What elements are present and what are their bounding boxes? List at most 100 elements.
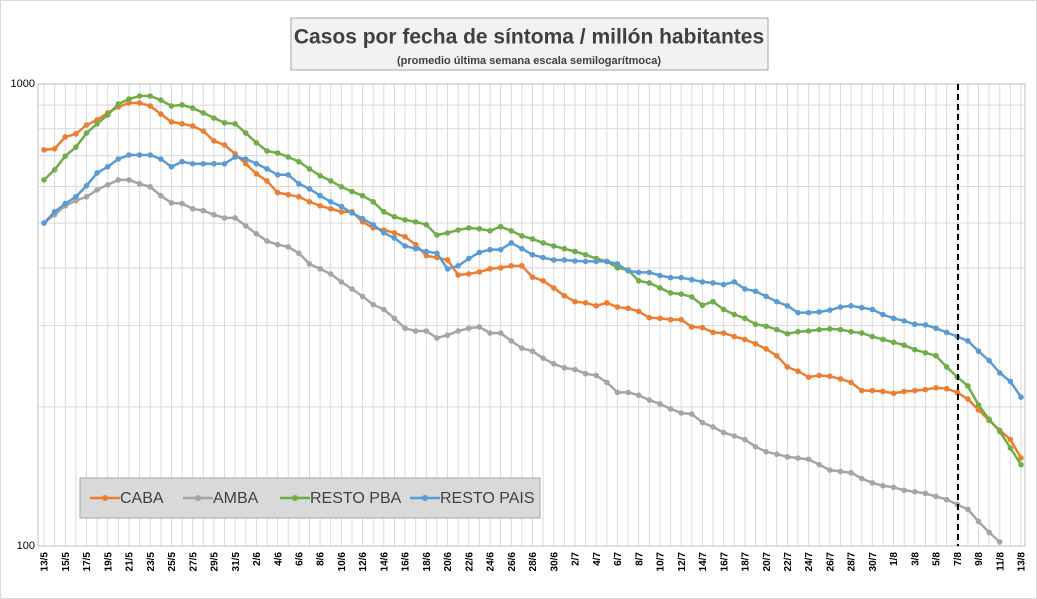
data-point [370,301,377,308]
data-point [476,269,483,275]
data-point [412,328,419,334]
data-point [242,223,249,229]
data-point [455,272,461,278]
data-point [816,326,823,333]
data-point [147,103,153,109]
data-point [104,112,111,118]
data-point [115,156,122,162]
data-point [508,240,515,246]
data-point [359,192,366,199]
data-point [837,376,844,382]
data-point [73,144,79,150]
data-point [200,128,207,134]
data-point [933,325,939,332]
data-point [168,163,175,170]
x-tick-label: 29/5 [210,552,221,572]
data-point [338,184,345,190]
data-point [274,241,281,248]
data-point [147,152,153,158]
data-point [604,300,610,306]
data-point [763,293,769,300]
legend-box [79,477,541,519]
data-point [614,265,621,271]
data-point [349,286,355,292]
data-point [508,338,515,344]
x-tick-label: 9/8 [974,552,985,566]
data-point [497,330,504,336]
data-point [253,171,260,177]
x-tick-label: 21/5 [125,552,136,572]
data-point [41,147,47,153]
data-point [678,274,684,281]
x-tick-label: 16/7 [719,552,730,572]
data-point [306,198,313,205]
data-point [179,121,185,127]
data-point [296,181,302,187]
x-tick-label: 11/8 [995,552,1006,571]
data-point [455,263,461,269]
data-point [529,236,536,242]
data-point [561,245,568,252]
data-point [699,279,706,285]
data-point [264,148,270,154]
data-point [221,142,228,148]
x-tick-label: 13/5 [40,552,51,572]
data-point [296,158,302,165]
data-point [965,396,971,402]
data-point [412,241,419,248]
x-tick-label: 26/6 [507,552,518,572]
data-point [158,97,164,103]
data-point [242,160,249,167]
data-point [572,248,578,255]
data-point [497,246,504,253]
x-tick-label: 14/6 [379,552,390,572]
data-point [742,286,748,292]
data-point [359,215,366,222]
data-point [497,265,504,271]
data-point [126,177,132,183]
data-point [837,326,844,333]
x-tick-label: 12/6 [358,552,369,572]
data-point [264,238,270,244]
data-point [73,131,79,137]
data-point [943,364,950,370]
title-box [290,17,769,71]
data-point [604,379,610,386]
data-point [635,269,642,276]
data-point [582,300,589,306]
data-point [752,288,759,295]
data-point [221,120,228,126]
data-point [189,123,196,129]
data-point [742,436,748,443]
data-point [285,154,292,160]
data-point [593,258,600,265]
data-point [274,172,281,178]
data-point [465,325,472,332]
x-tick-label: 23/5 [146,552,157,572]
data-point [752,443,759,450]
data-point [890,339,897,346]
data-point [986,529,992,536]
data-point [253,230,260,237]
x-tick-label: 15/5 [61,552,72,572]
data-point [720,429,727,436]
data-point [720,281,727,288]
data-point [62,200,69,207]
data-point [264,166,270,172]
data-point [742,336,748,343]
data-point [858,387,865,394]
data-point [688,276,695,283]
x-tick-label: 2/6 [252,552,263,566]
data-point [391,315,398,322]
data-point [423,248,430,255]
data-point [94,187,100,193]
data-point [391,213,398,220]
data-point [996,428,1003,435]
data-point [561,365,568,371]
data-point [73,193,79,200]
data-point [699,302,706,309]
data-point [646,269,653,276]
data-point [1007,378,1014,385]
data-point [83,130,90,136]
data-point [296,250,302,257]
